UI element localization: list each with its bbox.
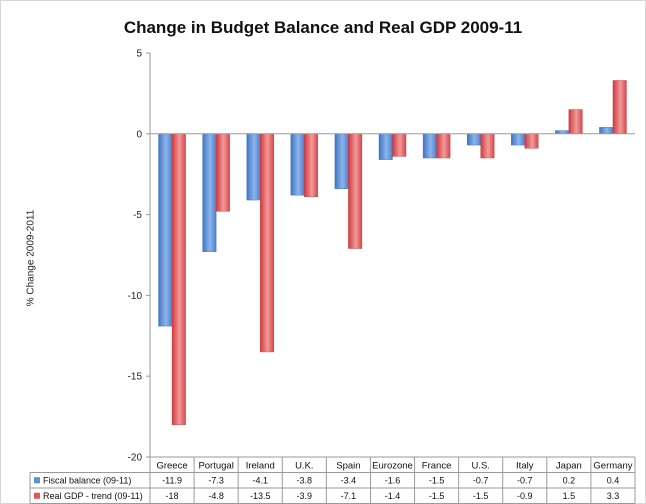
data-table-value: -0.7 — [517, 475, 533, 485]
legend-label: Fiscal balance (09-11) — [43, 475, 131, 485]
category-label: U.K. — [295, 460, 313, 471]
real-gdp-bar-eurozone — [392, 133, 407, 157]
y-tick-label: 5 — [136, 49, 142, 60]
fiscal-balance-bar-ireland — [246, 133, 261, 201]
legend-key — [34, 492, 40, 499]
data-table-value: -3.9 — [297, 491, 313, 501]
legend-label: Real GDP - trend (09-11) — [43, 491, 143, 501]
fiscal-balance-bar-germany — [599, 127, 614, 134]
real-gdp-bar-france — [436, 133, 451, 159]
data-table-value: 0.2 — [563, 475, 576, 485]
real-gdp-bar-uk — [304, 133, 319, 198]
fiscal-balance-bar-greece — [158, 133, 173, 327]
data-table-value: -7.3 — [208, 475, 224, 485]
fiscal-balance-bar-uk — [290, 133, 305, 196]
category-label: France — [422, 460, 452, 471]
fiscal-balance-bar-portugal — [202, 133, 217, 252]
data-table-value: -1.5 — [429, 491, 445, 501]
data-table-value: -18 — [166, 491, 179, 501]
real-gdp-bar-ireland — [260, 133, 274, 353]
category-label: Ireland — [246, 460, 275, 471]
data-table-value: -13.5 — [250, 491, 271, 501]
data-table-value: -7.1 — [341, 491, 357, 501]
real-gdp-bar-italy — [524, 133, 539, 149]
data-table-value: -0.9 — [517, 491, 533, 501]
fiscal-balance-bar-france — [422, 133, 437, 159]
category-label: Eurozone — [372, 460, 413, 471]
category-label: Greece — [156, 460, 187, 471]
category-label: Japan — [556, 460, 582, 471]
y-tick-label: -10 — [128, 291, 143, 302]
real-gdp-bar-spain — [348, 133, 363, 249]
data-table-value: -1.5 — [473, 491, 489, 501]
data-table-value: -3.8 — [297, 475, 313, 485]
data-table-value: -3.4 — [341, 475, 357, 485]
category-label: Portugal — [198, 460, 233, 471]
data-table-value: -0.7 — [473, 475, 489, 485]
y-tick-label: 0 — [136, 129, 142, 140]
real-gdp-bar-greece — [171, 133, 186, 425]
fiscal-balance-bar-eurozone — [378, 133, 393, 160]
data-table-value: -4.8 — [208, 491, 224, 501]
real-gdp-bar-japan — [568, 109, 583, 134]
category-label: Italy — [516, 460, 534, 471]
category-label: Germany — [593, 460, 632, 471]
real-gdp-bar-us — [480, 133, 495, 159]
real-gdp-bar-portugal — [215, 133, 230, 212]
y-tick-label: -15 — [128, 372, 143, 383]
category-label: U.S. — [471, 460, 489, 471]
fiscal-balance-bar-us — [466, 133, 481, 146]
data-table-value: -1.6 — [385, 475, 401, 485]
category-label: Spain — [336, 460, 360, 471]
data-table-value: -11.9 — [162, 475, 182, 485]
data-table-value: -4.1 — [252, 475, 268, 485]
data-table-value: -1.5 — [429, 475, 445, 485]
data-table-value: 3.3 — [607, 491, 620, 501]
real-gdp-bar-germany — [612, 80, 627, 134]
data-table-value: 0.4 — [607, 475, 620, 485]
y-tick-label: -20 — [128, 453, 143, 464]
fiscal-balance-bar-italy — [511, 133, 525, 146]
y-tick-label: -5 — [133, 210, 142, 221]
chart-title: Change in Budget Balance and Real GDP 20… — [123, 18, 523, 37]
legend-key — [34, 477, 40, 484]
data-table-value: -1.4 — [385, 491, 401, 501]
fiscal-balance-bar-spain — [334, 133, 349, 189]
data-table-value: 1.5 — [563, 491, 576, 501]
